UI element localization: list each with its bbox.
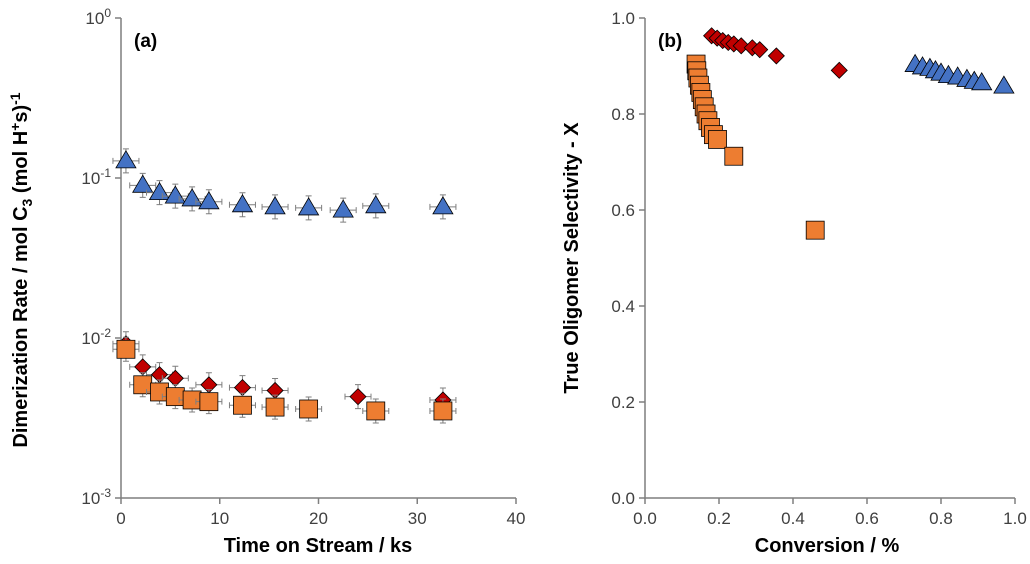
panel-b-y-tick-label: 0.0 — [611, 489, 635, 508]
data-point-square — [724, 146, 744, 166]
data-point-square — [116, 339, 136, 359]
data-point-triangle — [332, 199, 354, 218]
panel-b-series-square — [686, 54, 825, 240]
panel-b-series-diamond — [703, 27, 848, 79]
panel-a-x-tick-label: 10 — [210, 509, 229, 528]
y-title-end: s) — [10, 105, 32, 123]
panel-a-axes — [120, 18, 516, 499]
data-point-triangle — [993, 75, 1015, 94]
data-point-square — [433, 401, 453, 421]
data-point-square — [708, 130, 727, 149]
panel-b-y-tick-label: 0.4 — [611, 297, 635, 316]
data-point-triangle — [365, 195, 387, 214]
data-point-square — [133, 375, 153, 395]
panel-a-y-tick-label: 10-3 — [81, 486, 111, 508]
data-point-diamond — [166, 369, 184, 387]
data-point-square — [182, 390, 202, 410]
panel-b-x-tick-label: 0.6 — [855, 509, 879, 528]
data-point-triangle — [297, 197, 320, 216]
panel-b-y-axis-title: True Oligomer Selectivity - X — [561, 122, 583, 394]
data-point-triangle — [198, 191, 220, 210]
data-point-diamond — [732, 37, 750, 55]
data-point-triangle — [132, 174, 154, 193]
panel-b-x-tick-label: 0.2 — [707, 509, 731, 528]
panel-a-y-tick-label: 10-1 — [81, 166, 111, 188]
data-point-triangle — [164, 185, 187, 204]
panel-b-x-tick-label: 1.0 — [1003, 509, 1027, 528]
panel-b-y-tick-label: 0.6 — [611, 201, 635, 220]
data-point-triangle — [148, 181, 171, 201]
data-point-diamond — [767, 47, 785, 65]
y-title-main: Dimerization Rate / mol C — [10, 206, 32, 447]
data-point-square — [366, 401, 386, 421]
panel-b-y-tick-label: 1.0 — [611, 9, 635, 28]
panel-b-x-tick-label: 0.4 — [781, 509, 805, 528]
data-point-diamond — [349, 388, 367, 406]
data-point-square — [150, 382, 169, 402]
panel-b-y-tick-label: 0.2 — [611, 393, 635, 412]
data-point-square — [165, 387, 185, 407]
panel-a-label: (a) — [134, 31, 157, 52]
y-title-sup-neg1: -1 — [7, 92, 23, 105]
panel-a-x-axis-title: Time on Stream / ks — [224, 535, 413, 557]
data-point-square — [199, 392, 219, 412]
panel-a-series-triangle — [112, 148, 457, 223]
data-point-square — [805, 220, 825, 240]
panel-a-x-tick-label: 30 — [408, 509, 427, 528]
data-point-square — [299, 399, 319, 419]
y-title-sup-plus: + — [7, 123, 23, 131]
panel-a-y-tick-label: 10-2 — [81, 326, 111, 348]
panel-b-x-tick-label: 0.8 — [929, 509, 953, 528]
panel-b-label: (b) — [658, 31, 682, 52]
panel-b-y-tick-label: 0.8 — [611, 105, 635, 124]
data-point-triangle — [115, 150, 137, 169]
data-point-triangle — [432, 196, 454, 215]
data-point-diamond — [830, 61, 848, 79]
y-title-sub: 3 — [19, 198, 35, 206]
panel-a: (a) Time on Stream / ks Dimerization Rat… — [7, 6, 525, 557]
data-point-triangle — [264, 196, 286, 215]
panel-b-x-axis-title: Conversion / % — [755, 535, 900, 557]
y-title-mid: (mol H — [10, 131, 32, 199]
panel-a-series-square — [112, 336, 457, 424]
data-point-square — [265, 397, 285, 417]
data-point-triangle — [971, 72, 993, 91]
data-point-triangle — [231, 194, 254, 213]
data-point-triangle — [181, 188, 203, 207]
data-point-diamond — [751, 41, 769, 59]
panel-a-x-tick-label: 0 — [116, 509, 125, 528]
panel-a-x-tick-label: 20 — [309, 509, 328, 528]
data-point-square — [233, 395, 252, 415]
panel-a-y-tick-label: 100 — [85, 6, 111, 28]
panel-b-x-tick-label: 0.0 — [633, 509, 657, 528]
panel-a-x-tick-label: 40 — [507, 509, 526, 528]
panel-b-series-triangle — [904, 53, 1015, 94]
panel-b: (b) Conversion / % True Oligomer Selecti… — [561, 9, 1027, 557]
panel-a-y-axis-title: Dimerization Rate / mol C3 (mol H+s)-1 — [7, 92, 35, 447]
